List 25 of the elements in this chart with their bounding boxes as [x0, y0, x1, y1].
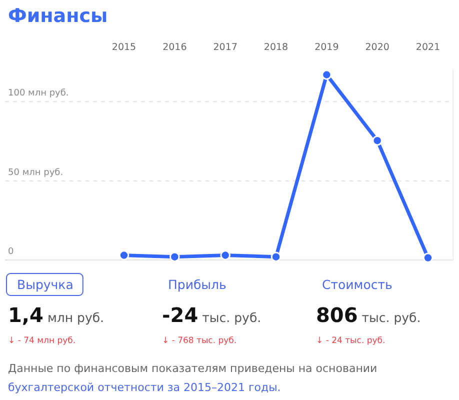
x-tick-label: 2017 [213, 42, 238, 53]
x-tick-label: 2020 [365, 42, 390, 53]
text: млн руб. [47, 310, 104, 325]
text: 806 [316, 303, 358, 327]
y-tick-label: 0 [8, 247, 14, 257]
text: ↓ - 74 млн руб. [8, 336, 76, 346]
text: -24 [162, 303, 198, 327]
x-tick-label: 2019 [314, 42, 339, 53]
text: Данные по финансовым показателям приведены на основании [8, 362, 378, 375]
y-tick-label: 50 млн руб. [8, 168, 64, 178]
text: Стоимость [322, 277, 392, 292]
text: Прибыль [168, 277, 226, 292]
text: 1,4 [8, 303, 44, 327]
text: тыс. руб. [202, 310, 262, 325]
text: ↓ - 768 тыс. руб. [162, 336, 237, 346]
y-tick-label: 100 млн руб. [8, 88, 69, 99]
x-tick-label: 2018 [264, 42, 288, 53]
text: ↓ - 24 тыс. руб. [316, 336, 386, 346]
text: бухгалтерской отчетности за 2015–2021 годы. [8, 381, 281, 394]
x-tick-label: 2021 [416, 42, 440, 53]
text: тыс. руб. [362, 310, 421, 325]
chart-title: Финансы [8, 5, 108, 27]
text: Выручка [17, 277, 74, 292]
x-tick-label: 2016 [162, 42, 187, 53]
x-tick-label: 2015 [112, 42, 136, 53]
